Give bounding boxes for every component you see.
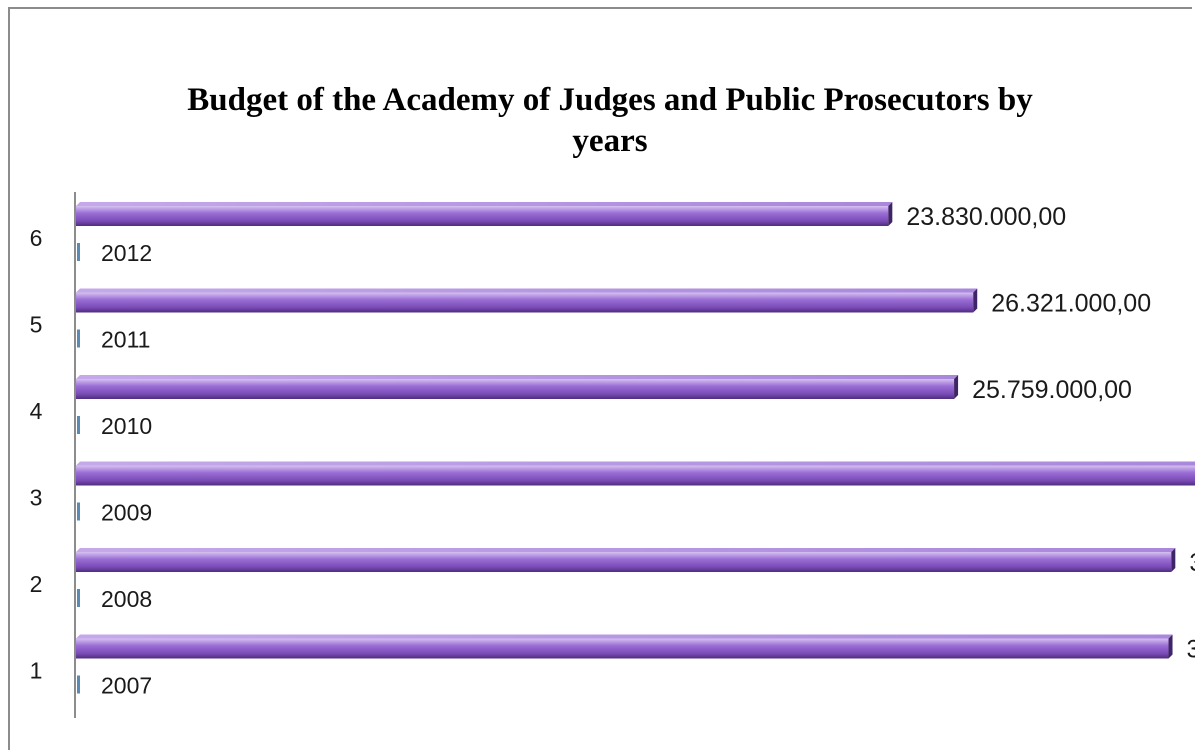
data-label: 25.759.000,00 (972, 376, 1132, 404)
year-bar (77, 502, 80, 521)
bar-side-face (888, 202, 893, 226)
year-label: 2009 (101, 500, 152, 526)
year-bar (77, 416, 80, 434)
year-label: 2007 (101, 673, 152, 699)
year-label: 2012 (101, 240, 152, 266)
bar (76, 379, 955, 399)
y-tick-label: 2 (30, 571, 43, 597)
y-tick-label: 6 (30, 225, 43, 251)
year-bar (77, 675, 80, 694)
y-tick-label: 5 (30, 312, 43, 338)
year-bar (77, 243, 80, 261)
bar (76, 638, 1169, 659)
bar-top-face (76, 461, 1195, 466)
bar-side-face (973, 288, 978, 313)
data-label: 32.132.000,00 (1189, 549, 1195, 577)
y-tick-label: 1 (30, 658, 43, 684)
chart-title: Budget of the Academy of Judges and Publ… (187, 82, 1033, 159)
year-label: 2010 (101, 413, 152, 439)
bar (76, 465, 1195, 486)
bar-top-face (76, 202, 893, 206)
data-label: 32.050.000,00 (1187, 636, 1195, 664)
bar-top-face (76, 548, 1176, 552)
bar (76, 292, 974, 313)
y-tick-label: 4 (30, 398, 43, 424)
bar-top-face (76, 288, 978, 293)
bar-top-face (76, 634, 1173, 639)
year-bar (77, 329, 80, 348)
bar (76, 552, 1172, 572)
data-label: 23.830.000,00 (906, 203, 1066, 231)
year-bar (77, 589, 80, 607)
year-label: 2011 (101, 327, 150, 353)
bar-side-face (1171, 548, 1176, 572)
bar-side-face (954, 375, 959, 399)
bar-top-face (76, 375, 959, 379)
data-label: 26.321.000,00 (991, 290, 1151, 318)
year-label: 2008 (101, 586, 152, 612)
y-tick-label: 3 (30, 485, 43, 511)
bar (76, 206, 889, 226)
bar-side-face (1168, 634, 1173, 659)
